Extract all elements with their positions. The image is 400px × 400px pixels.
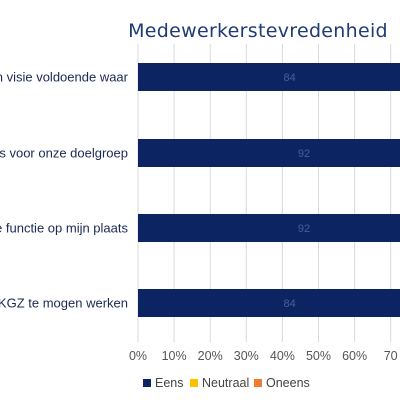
category-label: en visie voldoende waar xyxy=(0,70,129,85)
category-label: e functie op mijn plaats xyxy=(0,221,128,236)
x-tick-label: 50% xyxy=(306,349,331,363)
bar-data-label: 92 xyxy=(298,223,310,235)
x-tick-label: 60% xyxy=(342,349,367,363)
legend-swatch-oneens xyxy=(254,379,262,387)
legend-swatch-eens xyxy=(143,379,151,387)
bar-eens xyxy=(138,214,400,242)
legend-label-neutraal: Neutraal xyxy=(202,376,249,390)
chart-title: Medewerkerstevredenheid xyxy=(128,20,388,42)
gridlines xyxy=(137,44,392,342)
legend: Eens Neutraal Oneens xyxy=(143,376,310,390)
legend-label-eens: Eens xyxy=(155,376,184,390)
legend-label-oneens: Oneens xyxy=(266,376,310,390)
labels: 0% 10% 20% 30% 40% 50% 60% 70 en visie voldoende… xyxy=(0,70,398,364)
bar-data-label: 92 xyxy=(298,148,310,160)
category-label: ets voor onze doelgroep xyxy=(0,146,128,161)
bar-data-label: 84 xyxy=(283,298,295,310)
bar-data-label: 84 xyxy=(283,72,295,84)
x-tick-label: 20% xyxy=(198,349,223,363)
x-tick-label: 10% xyxy=(162,349,187,363)
x-tick-label: 30% xyxy=(234,349,259,363)
legend-swatch-neutraal xyxy=(190,379,198,387)
category-label: SKGZ te mogen werken xyxy=(0,296,128,311)
bars xyxy=(138,63,400,317)
x-tick-label: 0% xyxy=(129,349,147,363)
x-tick-label: 40% xyxy=(270,349,295,363)
bar-eens xyxy=(138,139,400,167)
bar-eens xyxy=(138,63,400,91)
x-tick-label: 70 xyxy=(384,349,398,363)
bar-eens xyxy=(138,289,400,317)
